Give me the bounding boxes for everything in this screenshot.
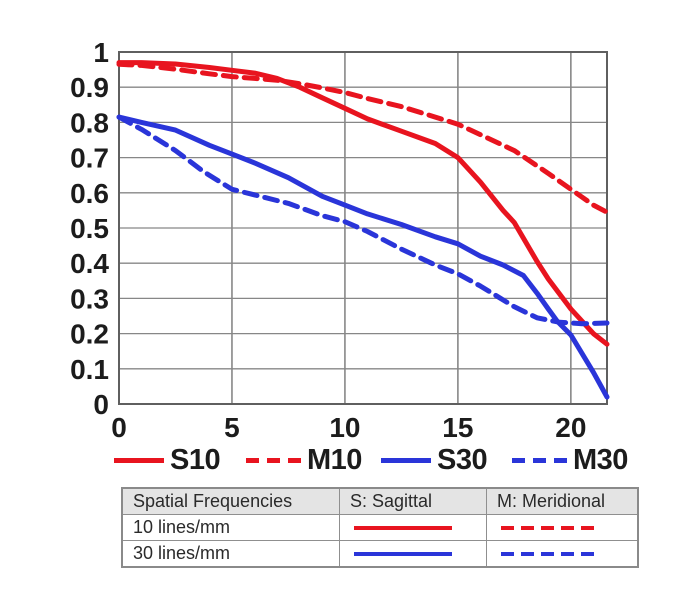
x-tick-label: 0 [111,412,127,443]
legend-line-m10 [246,457,301,463]
y-tick-label: 0.4 [70,248,109,279]
legend-label-m10: M10 [307,443,362,476]
x-tick-label: 10 [329,412,360,443]
meridional-10-cell [486,514,639,541]
legend-item-m30: M30 [512,444,628,476]
legend-item-m10: M10 [246,444,362,476]
x-tick-label: 5 [224,412,240,443]
legend-item-s10: S10 [114,443,221,476]
y-tick-label: 0.3 [70,283,109,314]
legend-label-m30: M30 [573,443,628,476]
meridional-10-line [501,525,599,530]
series-s30-curve [116,114,610,400]
series-m30-curve [116,114,610,327]
legend-label-s30: S30 [437,443,488,476]
y-tick-label: 0.5 [70,213,109,244]
series-m10-curve [116,61,610,215]
y-tick-label: 0.7 [70,143,109,174]
meridional-30-line [501,551,599,556]
legend-item-s30: S30 [381,443,488,476]
header-spatial-frequencies: Spatial Frequencies [121,487,340,515]
header-meridional: M: Meridional [486,487,639,515]
y-tick-label: 0.2 [70,319,109,350]
sagittal-30-line [354,551,452,556]
freq-label-30: 30 lines/mm [121,540,340,568]
plot-frame [118,51,608,405]
meridional-30-cell [486,540,639,568]
legend-label-s10: S10 [170,443,221,476]
y-tick-label: 1 [93,37,109,68]
legend-line-m30 [512,457,567,463]
chart-legend: S10 M10 S30 M30 [0,444,700,476]
table-header-row: Spatial Frequencies S: Sagittal M: Merid… [121,487,639,515]
y-tick-label: 0.6 [70,178,109,209]
spatial-frequency-table: Spatial Frequencies S: Sagittal M: Merid… [121,487,639,568]
x-tick-label: 15 [442,412,473,443]
table-row-10-lines: 10 lines/mm [121,514,639,541]
x-tick-label: 20 [555,412,586,443]
header-sagittal: S: Sagittal [339,487,487,515]
legend-line-s10 [114,457,164,463]
mtf-plot: 00.10.20.30.40.50.60.70.80.910 5 10 15 20 [70,37,610,443]
table-row-30-lines: 30 lines/mm [121,540,639,568]
y-tick-label: 0.9 [70,72,109,103]
y-tick-label: 0.8 [70,107,109,138]
sagittal-10-cell [339,514,487,541]
sagittal-30-cell [339,540,487,568]
legend-line-s30 [381,457,431,463]
freq-label-10: 10 lines/mm [121,514,340,541]
y-tick-label: 0 [93,389,109,420]
sagittal-10-line [354,525,452,530]
series-s10-curve [116,60,610,347]
y-tick-label: 0.1 [70,354,109,385]
